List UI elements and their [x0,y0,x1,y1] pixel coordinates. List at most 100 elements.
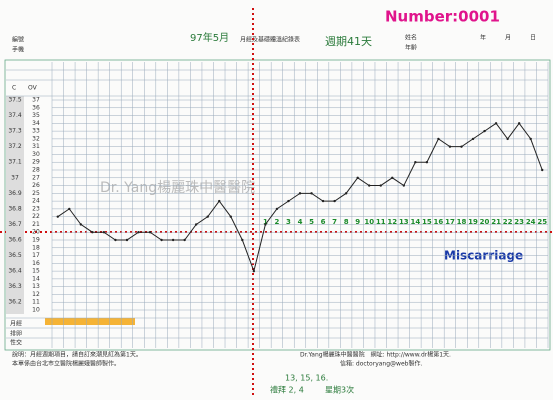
handwritten-cycle: 週期41天 [325,35,372,48]
day-number: 23 [514,218,524,226]
y-tick-label: 26 [32,182,40,189]
temperature-point [368,184,371,187]
form-label: 姓名 [405,34,417,42]
y-tick-label: 30 [32,151,40,158]
y-tick-label: 31 [32,143,40,150]
temperature-point [402,184,406,187]
y-tick-label: 34 [32,120,40,127]
temperature-point [494,122,498,125]
y-tick-label: 32 [32,135,40,142]
form-heading: 月經及基礎體溫紀錄表 [240,36,300,44]
temperature-point [425,161,429,164]
note: 信箱: doctoryang@web製作. [340,360,422,368]
temperature-point [333,199,336,203]
form-label: 月經 [10,320,22,328]
day-number: 6 [321,218,326,226]
y2-tick-label: 37 [11,174,19,181]
chart-frame [4,59,551,351]
temperature-point [91,231,94,234]
y-tick-label: 23 [32,205,40,212]
form-label: 日 [530,35,536,42]
chart-title: Number:0001 [385,8,500,26]
temperature-point [218,199,221,203]
handwritten-note: 禮拜 2, 4 [270,385,304,395]
temperature-point [448,145,452,148]
day-number: 17 [445,218,455,226]
y2-tick-label: 36.7 [8,221,22,228]
temperature-point [194,223,198,226]
y-tick-label: 18 [32,244,40,251]
form-label: 排卵 [10,330,22,338]
period-bar [45,318,135,325]
y2-tick-label: 36.2 [8,299,22,306]
temperature-point [148,231,152,234]
temperature-point [391,176,394,179]
day-number: 19 [468,218,478,226]
y-tick-label: 22 [32,213,40,220]
temperature-point [287,199,290,203]
day-number: 13 [399,218,409,226]
y-tick-label: 11 [32,299,40,306]
y-tick-label: 29 [32,159,40,166]
form-label: 月 [505,35,511,42]
temperature-point [471,137,475,141]
watermark: Dr. Yang楊麗珠中醫醫院 [100,179,255,196]
temperature-point [529,137,532,141]
temperature-point [414,161,417,164]
day-number: 4 [298,218,303,226]
handwritten-note: 星期3次 [325,385,354,395]
y-tick-label: 37 [32,97,40,104]
y-tick-label: 20 [32,229,40,236]
day-number: 11 [376,218,386,226]
form-label: 手機 [12,46,24,54]
temperature-point [321,199,325,203]
y-tick-label: 24 [32,198,40,205]
y2-tick-label: 36.4 [8,268,22,275]
y2-tick-label: 37.4 [8,112,22,119]
y-tick-label: 14 [32,275,40,282]
temperature-point [517,122,521,125]
temperature-point [79,223,83,226]
temperature-point [356,176,359,179]
day-number: 25 [537,218,547,226]
temperature-point [56,215,59,218]
temperature-point [183,238,186,242]
y-tick-label: 13 [32,283,40,290]
day-number: 14 [410,218,420,226]
y-tick-label: 17 [32,252,40,259]
temperature-point [379,184,382,187]
y-tick-label: 36 [32,104,40,111]
y2-tick-label: 36.5 [8,252,22,259]
day-number: 21 [491,218,501,226]
day-number: 24 [526,218,536,226]
temperature-point [264,223,267,226]
y2-tick-label: 37.1 [8,159,22,166]
day-number: 10 [364,218,374,226]
y2-tick-label: 36.9 [8,190,22,197]
day-number: 3 [286,218,291,226]
handwritten-date: 97年5月 [190,31,229,44]
temperature-point [160,238,163,242]
day-number: 9 [355,218,360,226]
temperature-point [344,192,348,195]
y-tick-label: 21 [32,221,40,228]
temperature-point [310,192,313,195]
y2-tick-label: 36.8 [8,205,22,212]
y-tick-label: 10 [32,307,40,314]
form-label: 年齡 [405,44,417,52]
y-tick-label: 25 [32,190,40,197]
y-tick-label: 35 [32,112,40,119]
day-number: 18 [457,218,467,226]
y-tick-label: 16 [32,260,40,267]
y2-tick-label: 37.2 [8,143,22,150]
temperature-point [298,192,302,195]
day-number: 1 [263,218,268,226]
temperature-point [275,207,279,211]
handwritten-note: 13, 15, 16. [285,374,328,383]
y-tick-label: 28 [32,167,40,174]
temperature-point [437,137,440,141]
note: 本單係由台北市立醫院楊麗娥醫師製作。 [12,360,120,368]
temperature-point [229,215,232,218]
